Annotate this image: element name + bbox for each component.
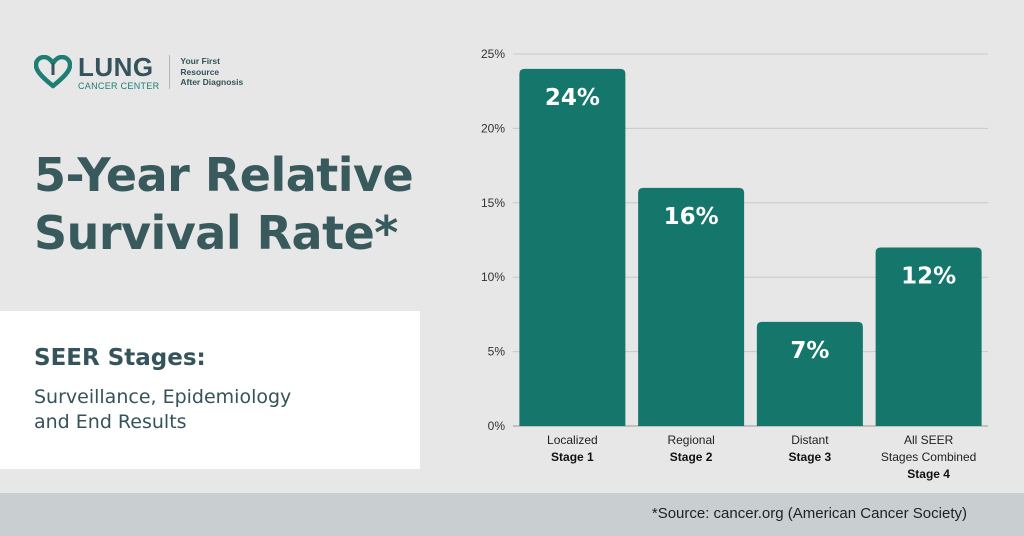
x-stage-label: Stage 3	[789, 450, 832, 464]
brand-subname: CANCER CENTER	[78, 80, 160, 91]
bar-value-label: 16%	[664, 204, 719, 230]
x-category-label: All SEER	[904, 433, 954, 447]
bar-value-label: 12%	[901, 263, 956, 289]
page-title-line-1: 5-Year Relative	[34, 148, 414, 202]
page-title-line-2: Survival Rate*	[34, 206, 398, 260]
brand-tagline-line-2: After Diagnosis	[180, 77, 244, 88]
bar-value-label: 7%	[790, 338, 829, 364]
y-tick-label: 0%	[488, 419, 506, 433]
logo-divider	[169, 55, 171, 89]
brand-tagline: Your First Resource After Diagnosis	[180, 56, 260, 88]
survival-bar-chart: 0% 5% 10% 15% 20% 25% 24% Localized Stage 1 16% Re…	[481, 47, 988, 481]
seer-subtitle-line-2: and End Results	[34, 411, 187, 433]
bar	[638, 187, 745, 426]
seer-subtitle: Surveillance, Epidemiology and End Resul…	[34, 385, 394, 435]
seer-subtitle-line-1: Surveillance, Epidemiology	[34, 386, 292, 408]
y-tick-label: 5%	[488, 345, 506, 359]
seer-heading: SEER Stages:	[34, 345, 206, 371]
brand-tagline-line-1: Your First Resource	[180, 56, 220, 77]
bar	[875, 247, 982, 426]
bar-value-label: 24%	[545, 85, 600, 111]
y-tick-label: 25%	[481, 47, 505, 61]
x-stage-label: Stage 1	[551, 450, 594, 464]
seer-info-box: SEER Stages: Surveillance, Epidemiology …	[0, 311, 420, 469]
x-category-label: Stages Combined	[881, 450, 976, 464]
y-tick-label: 20%	[481, 121, 505, 135]
bar	[756, 321, 863, 426]
heart-lungs-icon	[34, 55, 72, 89]
y-tick-label: 10%	[481, 270, 505, 284]
x-category-label: Localized	[547, 433, 598, 447]
source-note: *Source: cancer.org (American Cancer Soc…	[651, 505, 967, 522]
brand-name: LUNG	[78, 51, 154, 82]
page-title: 5-Year Relative Survival Rate*	[34, 146, 474, 262]
brand-logo: LUNG CANCER CENTER Your First Resource A…	[34, 52, 260, 92]
x-stage-label: Stage 2	[670, 450, 713, 464]
y-tick-label: 15%	[481, 196, 505, 210]
x-stage-label: Stage 4	[907, 467, 950, 481]
footer-bar: *Source: cancer.org (American Cancer Soc…	[0, 493, 1024, 536]
x-category-label: Regional	[667, 433, 714, 447]
bar	[519, 68, 626, 426]
x-category-label: Distant	[791, 433, 829, 447]
